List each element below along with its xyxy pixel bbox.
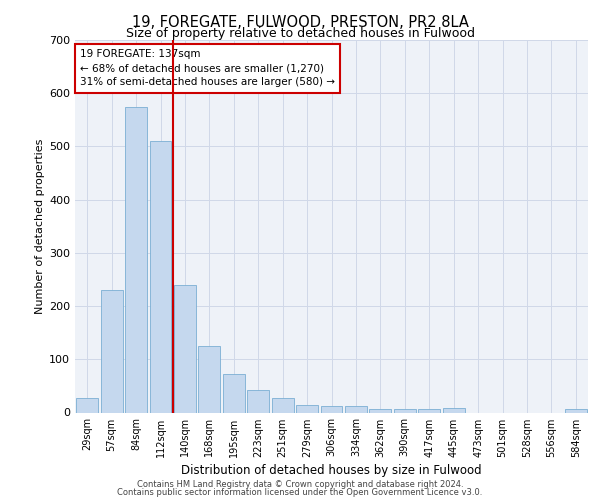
Text: Size of property relative to detached houses in Fulwood: Size of property relative to detached ho… (125, 26, 475, 40)
Bar (199, 346, 220, 412)
Bar (565, 409, 587, 412)
Bar (174, 285, 196, 412)
Bar (345, 406, 367, 412)
Bar (223, 374, 245, 412)
Bar (101, 290, 122, 412)
Bar (394, 410, 416, 412)
Text: 19, FOREGATE, FULWOOD, PRESTON, PR2 8LA: 19, FOREGATE, FULWOOD, PRESTON, PR2 8LA (131, 15, 469, 30)
X-axis label: Distribution of detached houses by size in Fulwood: Distribution of detached houses by size … (181, 464, 482, 476)
Bar (296, 404, 318, 412)
Bar (76, 398, 98, 412)
Bar (272, 398, 293, 412)
Text: Contains public sector information licensed under the Open Government Licence v3: Contains public sector information licen… (118, 488, 482, 497)
Bar (247, 390, 269, 412)
Bar (443, 408, 464, 412)
Bar (370, 409, 391, 412)
Bar (125, 106, 147, 412)
Bar (149, 141, 172, 412)
Y-axis label: Number of detached properties: Number of detached properties (35, 138, 45, 314)
Text: Contains HM Land Registry data © Crown copyright and database right 2024.: Contains HM Land Registry data © Crown c… (137, 480, 463, 489)
Bar (320, 406, 343, 412)
Text: 19 FOREGATE: 137sqm
← 68% of detached houses are smaller (1,270)
31% of semi-det: 19 FOREGATE: 137sqm ← 68% of detached ho… (80, 50, 335, 88)
Bar (418, 410, 440, 412)
